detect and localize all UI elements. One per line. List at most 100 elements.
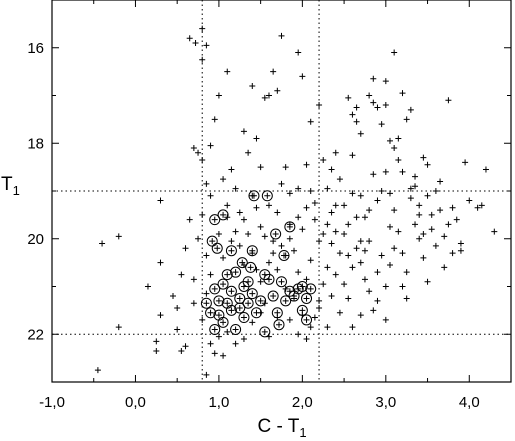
circled-plus-marker xyxy=(270,228,282,240)
plus-marker xyxy=(491,228,498,235)
plus-marker xyxy=(190,276,197,283)
plus-marker xyxy=(353,118,360,125)
plus-marker xyxy=(270,238,277,245)
plus-marker xyxy=(174,304,181,311)
plus-marker xyxy=(170,293,177,300)
plus-marker xyxy=(190,145,197,152)
plus-marker xyxy=(341,230,348,237)
circled-plus-marker xyxy=(230,323,242,335)
plus-marker xyxy=(403,116,410,123)
plus-marker xyxy=(449,204,456,211)
circled-plus-marker xyxy=(230,266,242,278)
plus-marker xyxy=(324,324,331,331)
plus-marker xyxy=(157,312,164,319)
x-axis-title: C - T1 xyxy=(257,416,306,440)
plus-marker xyxy=(211,116,218,123)
plus-marker xyxy=(265,92,272,99)
plus-marker xyxy=(332,228,339,235)
plus-marker xyxy=(182,245,189,252)
plus-marker xyxy=(278,32,285,39)
plus-marker xyxy=(399,250,406,257)
plus-marker xyxy=(274,266,281,273)
y-axis-title: T1 xyxy=(1,174,20,198)
plus-marker xyxy=(186,216,193,223)
plus-marker xyxy=(424,278,431,285)
plus-marker xyxy=(370,171,377,178)
circled-plus-marker xyxy=(234,292,246,304)
plus-marker xyxy=(361,247,368,254)
plus-marker xyxy=(378,121,385,128)
plus-marker xyxy=(295,269,302,276)
plus-marker xyxy=(253,204,260,211)
x-axis-title-text: C - T xyxy=(257,416,299,437)
plus-marker xyxy=(282,164,289,171)
plus-marker xyxy=(395,156,402,163)
circled-plus-marker xyxy=(263,273,275,285)
plus-marker xyxy=(370,75,377,82)
plus-marker xyxy=(307,257,314,264)
circled-plus-marker xyxy=(217,209,229,221)
plus-marker xyxy=(416,202,423,209)
circled-plus-marker xyxy=(261,190,273,202)
plus-marker xyxy=(353,214,360,221)
plus-marker xyxy=(407,106,414,113)
plus-marker xyxy=(249,82,256,89)
plus-marker xyxy=(374,197,381,204)
x-axis-title-subscript: 1 xyxy=(299,425,306,440)
plus-markers xyxy=(94,25,498,378)
plus-marker xyxy=(265,259,272,266)
x-tick-label: 3,0 xyxy=(375,394,396,411)
circled-plus-marker xyxy=(245,261,257,273)
plus-marker xyxy=(366,207,373,214)
plus-marker xyxy=(303,161,310,168)
plus-marker xyxy=(278,242,285,249)
circled-plus-marker xyxy=(225,245,237,257)
plus-marker xyxy=(403,269,410,276)
plus-marker xyxy=(186,35,193,42)
plus-marker xyxy=(224,202,231,209)
plus-marker xyxy=(215,333,222,340)
plus-marker xyxy=(382,168,389,175)
plus-marker xyxy=(207,192,214,199)
plus-marker xyxy=(295,185,302,192)
plus-marker xyxy=(382,283,389,290)
plus-marker xyxy=(220,254,227,261)
plus-marker xyxy=(403,295,410,302)
plus-marker xyxy=(257,164,264,171)
plus-marker xyxy=(395,135,402,142)
plus-marker xyxy=(420,254,427,261)
plus-marker xyxy=(199,211,206,218)
plus-marker xyxy=(192,39,199,46)
plus-marker xyxy=(374,269,381,276)
plus-marker xyxy=(249,319,256,326)
plus-marker xyxy=(437,178,444,185)
plus-marker xyxy=(391,245,398,252)
plus-marker xyxy=(224,68,231,75)
plus-marker xyxy=(341,281,348,288)
plus-marker xyxy=(245,149,252,156)
x-axis: -1,0 0,0 1,0 2,0 3,0 4,0 xyxy=(39,0,512,411)
plus-marker xyxy=(203,290,210,297)
plus-marker xyxy=(303,276,310,283)
plus-marker xyxy=(453,216,460,223)
plus-marker xyxy=(328,166,335,173)
plus-marker xyxy=(353,245,360,252)
circled-plus-marker xyxy=(284,221,296,233)
plus-marker xyxy=(399,168,406,175)
plus-marker xyxy=(445,221,452,228)
plus-marker xyxy=(278,180,285,187)
circled-plus-marker xyxy=(305,283,317,295)
circled-plus-marker xyxy=(301,292,313,304)
plus-marker xyxy=(332,149,339,156)
plus-marker xyxy=(428,226,435,233)
y-tick-label: 22 xyxy=(27,326,44,343)
plus-marker xyxy=(424,192,431,199)
plus-marker xyxy=(357,312,364,319)
plus-marker xyxy=(361,214,368,221)
plus-marker xyxy=(357,238,364,245)
circled-plus-marker xyxy=(271,307,283,319)
circled-plus-marker xyxy=(296,281,308,292)
plus-marker xyxy=(211,350,218,357)
x-tick-label: 2,0 xyxy=(292,394,313,411)
